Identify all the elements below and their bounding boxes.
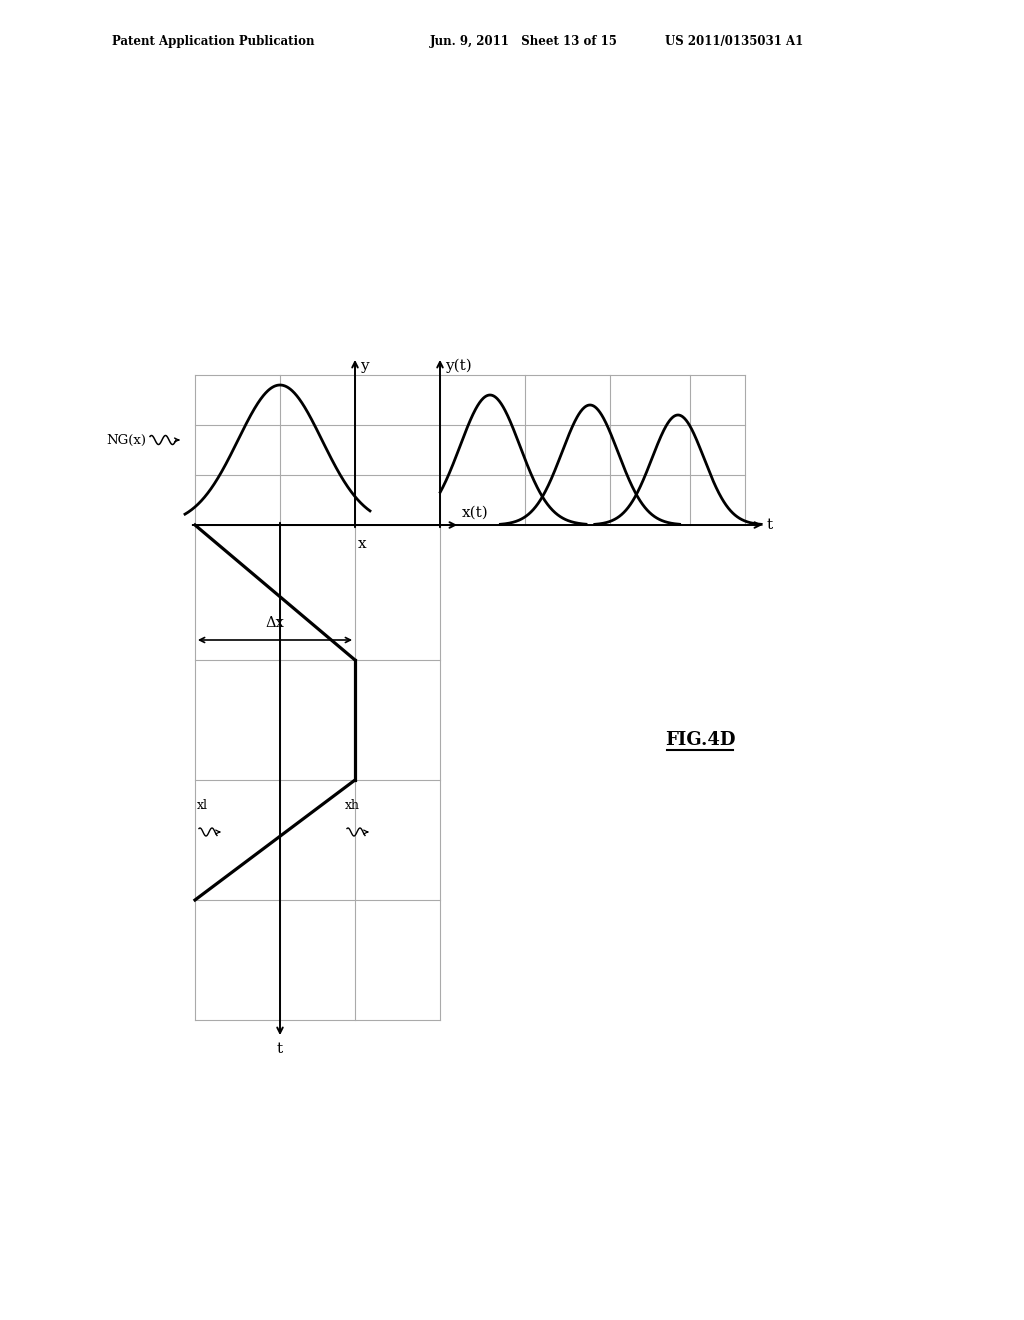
Text: Jun. 9, 2011   Sheet 13 of 15: Jun. 9, 2011 Sheet 13 of 15 bbox=[430, 36, 617, 49]
Text: US 2011/0135031 A1: US 2011/0135031 A1 bbox=[665, 36, 803, 49]
Text: x: x bbox=[358, 537, 367, 550]
Text: Patent Application Publication: Patent Application Publication bbox=[112, 36, 314, 49]
Text: xh: xh bbox=[345, 799, 360, 812]
Text: y: y bbox=[360, 359, 369, 374]
Text: Δx: Δx bbox=[265, 616, 285, 630]
Text: t: t bbox=[276, 1041, 283, 1056]
Text: t: t bbox=[767, 517, 773, 532]
Text: x(t): x(t) bbox=[462, 506, 488, 520]
Text: FIG.4D: FIG.4D bbox=[665, 731, 735, 748]
Text: NG(x): NG(x) bbox=[106, 433, 146, 446]
Text: xl: xl bbox=[197, 799, 208, 812]
Text: y(t): y(t) bbox=[445, 359, 472, 374]
